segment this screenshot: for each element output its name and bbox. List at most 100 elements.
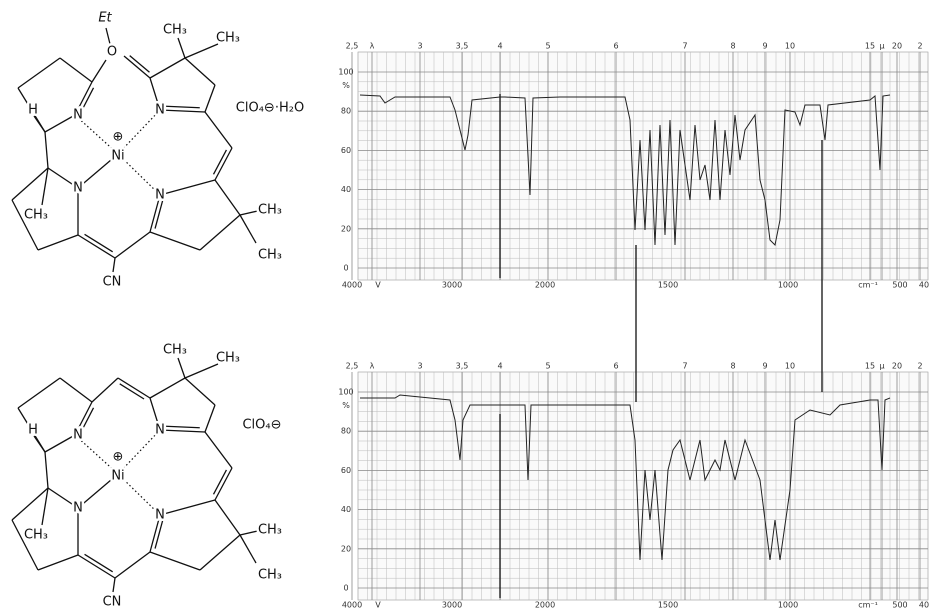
bottom-axis-label: 2000: [535, 601, 555, 610]
atom-label: CH₃: [163, 23, 187, 38]
bond: [105, 27, 111, 45]
structures: Et O CH₃ CH₃ H N N ⊕ Ni N N CH₃ CH₃ CH₃ CN ClO₄⊖·H₂O CH₃…: [11, 8, 307, 610]
spectrum: 2,5 λ 3 3,5 4 5 6 7 8 9 10 15 μ 20 2 4000 V 3000 2000 1500 1…: [338, 42, 929, 290]
bottom-axis-label: 4000: [342, 281, 362, 290]
y-axis-label: 60: [341, 466, 351, 475]
atom-label: N: [73, 501, 83, 516]
atom-label: CH₃: [216, 31, 240, 46]
coordination-bond: [74, 114, 119, 155]
atom-label: N: [73, 428, 83, 443]
atom-label: Ni: [111, 469, 124, 484]
spectrum-curve: [359, 94, 891, 247]
y-axis-label: 20: [341, 544, 351, 553]
coordination-bond: [117, 109, 161, 155]
atom-label: ClO₄⊖·H₂O: [236, 101, 304, 116]
bond: [214, 467, 233, 501]
top-axis-label: 4: [497, 362, 502, 371]
atom-label: N: [73, 181, 83, 196]
bond: [112, 257, 116, 273]
bond: [239, 209, 263, 216]
atom-label: N: [73, 108, 83, 123]
bottom-axis-label: 4000: [342, 601, 362, 610]
atom-label: CN: [103, 275, 122, 290]
atom-label: N: [155, 188, 165, 203]
bottom-axis-label: cm⁻¹: [858, 281, 878, 290]
bond: [159, 499, 216, 516]
bond: [17, 377, 61, 409]
bottom-axis-label: 3000: [442, 281, 462, 290]
y-axis-label: 100: [338, 388, 353, 397]
coordination-bond: [74, 434, 119, 475]
bond: [77, 153, 119, 189]
top-axis-label: 2: [917, 362, 922, 371]
bond: [91, 377, 119, 403]
bond: [33, 435, 46, 453]
atom-label: H: [28, 423, 38, 438]
top-axis-label: 20: [892, 362, 902, 371]
atom-label: CH₃: [258, 203, 282, 218]
bottom-axis-label: 1000: [778, 601, 798, 610]
bond: [149, 514, 161, 553]
top-axis-label: μ: [879, 42, 884, 51]
bond: [184, 43, 219, 59]
y-axis-label: 20: [341, 224, 351, 233]
atom-label: N: [155, 423, 165, 438]
top-axis-label: 9: [762, 362, 767, 371]
atom-label: CH₃: [258, 523, 282, 538]
top-axis-label: 6: [613, 42, 618, 51]
bond: [214, 179, 241, 216]
bond: [184, 377, 216, 406]
top-axis-label: 2: [917, 42, 922, 51]
bond: [77, 473, 119, 509]
bond: [41, 167, 49, 206]
atom-label: O: [107, 45, 117, 60]
atom-label: CH₃: [163, 343, 187, 358]
top-axis-label: λ: [370, 362, 375, 371]
bond: [37, 234, 79, 251]
bond: [17, 57, 61, 89]
atom-label: ⊕: [113, 450, 124, 465]
top-axis-label: 10: [785, 362, 795, 371]
bond: [123, 55, 151, 79]
bottom-axis-label: 500: [892, 281, 907, 290]
top-axis-label: 2,5: [346, 42, 359, 51]
bond: [212, 469, 228, 495]
bond: [77, 234, 116, 259]
atom-label: Et: [98, 11, 112, 26]
top-axis-label: 3: [417, 42, 422, 51]
bond: [77, 554, 116, 579]
bond: [47, 487, 79, 509]
bond: [214, 147, 233, 181]
atom-label: CH₃: [216, 351, 240, 366]
bond: [159, 429, 206, 433]
bond: [204, 404, 216, 433]
bond: [165, 425, 200, 429]
top-axis-label: 8: [730, 362, 735, 371]
structure: Et O CH₃ CH₃ H N N ⊕ Ni N N CH₃ CH₃ CH₃ CN ClO₄⊖·H₂O: [11, 8, 307, 292]
bottom-axis-label: 40: [919, 281, 929, 290]
bottom-axis-label: 1000: [778, 281, 798, 290]
bond: [129, 55, 150, 73]
y-axis-label: 0: [343, 584, 348, 593]
bond: [80, 87, 95, 114]
bond: [184, 57, 216, 86]
y-axis-label: 40: [341, 185, 351, 194]
bond: [80, 407, 95, 434]
bond: [114, 231, 151, 259]
coordination-bond: [117, 429, 161, 475]
bond: [177, 357, 186, 379]
bond: [117, 377, 151, 399]
atom-label: CH₃: [24, 208, 48, 223]
bond: [199, 534, 241, 571]
bond: [11, 167, 49, 201]
bond: [184, 363, 219, 379]
y-axis-label: 40: [341, 505, 351, 514]
bond: [204, 84, 216, 113]
bond: [204, 431, 233, 469]
top-axis-label: 7: [682, 42, 687, 51]
bond: [112, 577, 116, 593]
spectrum: 2,5 λ 3 3,5 4 5 6 7 8 9 10 15 μ 20 2 4000 V 3000 2000 1500 1…: [338, 362, 929, 610]
bond: [74, 81, 93, 116]
bond: [159, 179, 216, 196]
